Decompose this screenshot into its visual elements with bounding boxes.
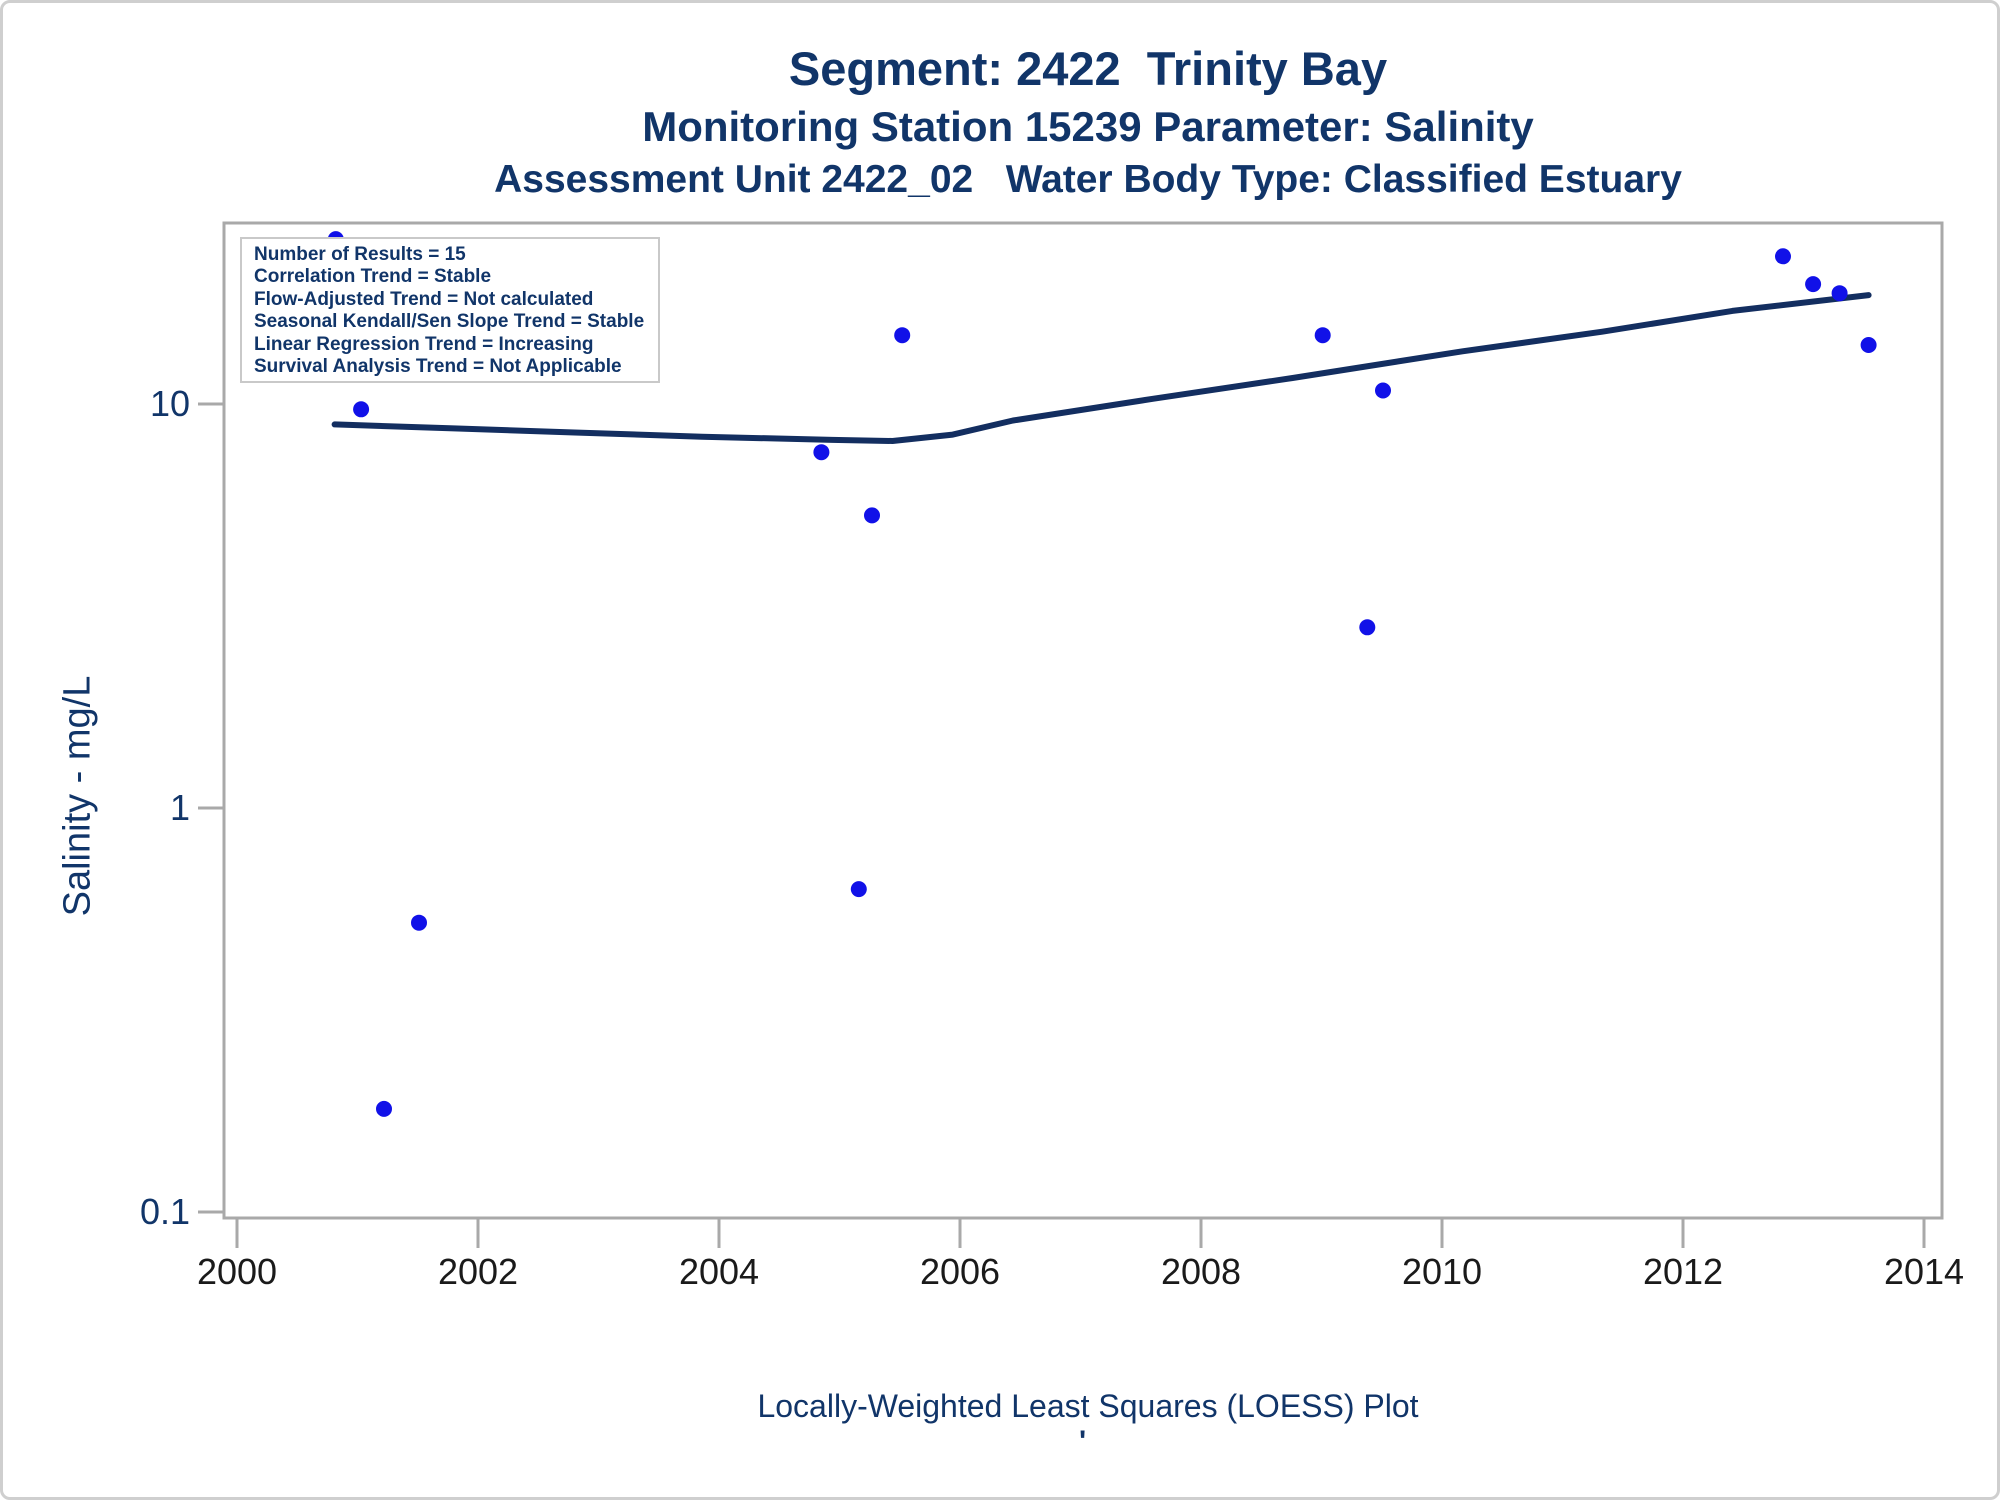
data-point [1359,619,1376,636]
y-tick-label: 1 [170,787,190,828]
stat-correlation-trend: Correlation Trend = Stable [254,266,492,288]
chart-title: Segment: 2422 Trinity Bay [788,42,1388,95]
data-point [1831,285,1848,302]
data-point [850,881,867,898]
chart-caption: Locally-Weighted Least Squares (LOESS) P… [757,1388,1419,1424]
data-point [1860,337,1877,353]
chart-subtitle-station: Monitoring Station 15239 Parameter: Sali… [642,103,1534,150]
footnote-tick-mark: ' [1079,1425,1087,1458]
x-tick-label: 2012 [1643,1251,1723,1292]
x-tick-label: 2014 [1884,1251,1964,1292]
stat-number-of-results: Number of Results = 15 [254,244,466,265]
x-tick-label: 2002 [438,1251,518,1292]
data-point [813,444,830,461]
data-point [1375,382,1391,399]
stat-flow-adjusted-trend: Flow-Adjusted Trend = Not calculated [254,288,594,310]
y-tick-label: 0.1 [140,1191,190,1232]
data-point [1805,276,1822,293]
data-point [894,327,911,344]
x-tick-label: 2000 [197,1251,277,1292]
data-point [353,401,370,418]
x-tick-label: 2008 [1161,1251,1241,1292]
plot-frame [222,221,1944,1220]
stat-seasonal-kendall-trend: Seasonal Kendall/Sen Slope Trend = Stabl… [254,311,645,333]
chart-canvas: 2000 2002 2004 2006 2008 2010 2012 2014 10 1 0.1 [140,221,1964,1292]
loess-trend-line [331,292,1872,444]
chart-subtitle-assessment-unit: Assessment Unit 2422_02 Water Body Type:… [494,158,1682,201]
x-tick-label: 2004 [679,1251,759,1292]
stat-survival-analysis-trend: Survival Analysis Trend = Not Applicable [254,356,622,378]
data-point [864,507,880,524]
x-tick-label: 2006 [920,1251,1000,1292]
trend-stats-box: Number of Results = 15 Correlation Trend… [240,237,660,383]
y-axis-title: Salinity - mg/L [56,675,99,917]
data-point [1314,327,1331,344]
y-tick-label: 10 [150,383,190,424]
data-point [376,1100,392,1117]
x-tick-label: 2010 [1402,1251,1482,1292]
data-point [1775,248,1791,265]
data-point [411,914,427,931]
stat-linear-regression-trend: Linear Regression Trend = Increasing [254,333,594,355]
